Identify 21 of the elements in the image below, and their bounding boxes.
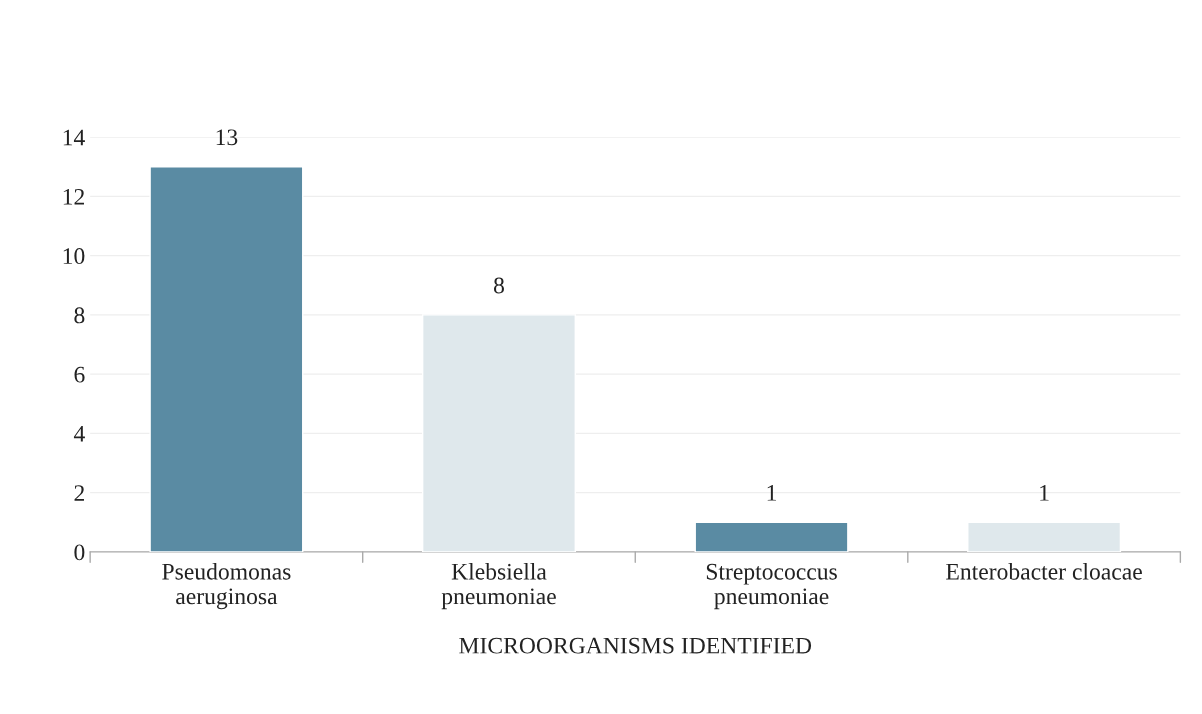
x-tick-label: Enterobacter cloacae: [946, 563, 1142, 580]
data-label: 13: [216, 129, 238, 146]
bar: [421, 314, 576, 552]
bar: [694, 521, 849, 552]
x-tick-label: Streptococcus pneumoniae: [706, 563, 837, 610]
y-tick-label: 10: [63, 248, 85, 265]
data-label: 1: [767, 485, 777, 501]
data-label: 1: [1040, 485, 1049, 501]
bar: [149, 166, 304, 552]
y-tick-label: 8: [74, 307, 85, 324]
x-tick-label: Pseudomonas aeruginosa: [162, 563, 291, 610]
bar: [967, 521, 1122, 552]
y-tick-label: 14: [63, 129, 85, 146]
y-tick-label: 12: [63, 188, 84, 205]
y-tick-label: 6: [74, 366, 85, 383]
y-tick-label: 0: [74, 544, 85, 561]
y-tick-label: 4: [73, 426, 85, 442]
data-label: 8: [493, 277, 504, 294]
y-tick-label: 2: [74, 485, 84, 501]
x-axis-title: MICROORGANISMS IDENTIFIED: [459, 637, 812, 654]
x-tick-label: Klebsiella pneumoniae: [441, 563, 556, 610]
